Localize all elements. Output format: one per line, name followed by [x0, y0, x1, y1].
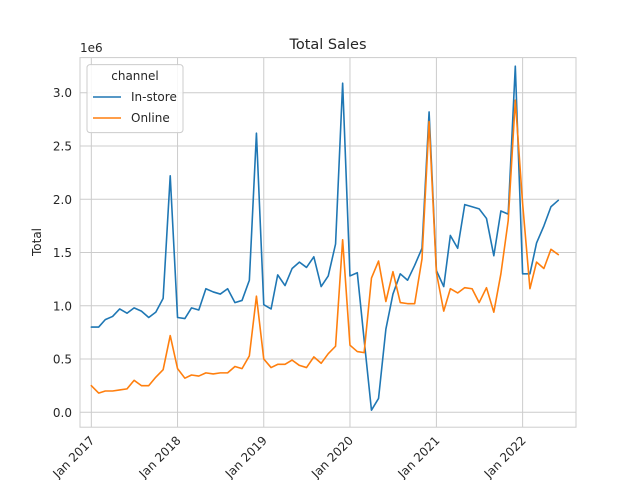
x-tick-label: Jan 2018 — [136, 433, 184, 480]
y-offset-label: 1e6 — [80, 41, 103, 55]
y-tick-label: 3.0 — [53, 86, 72, 100]
x-tick-label: Jan 2019 — [222, 433, 270, 480]
line-layer — [90, 65, 560, 411]
y-tick-label: 1.5 — [53, 246, 72, 260]
chart-title: Total Sales — [288, 37, 366, 53]
y-tick-label: 0.5 — [53, 353, 72, 367]
series-line-online — [90, 99, 560, 394]
x-tick-label: Jan 2021 — [395, 433, 443, 480]
x-tick-label: Jan 2017 — [49, 433, 97, 480]
x-tick-label: Jan 2020 — [308, 433, 356, 480]
legend: channel In-store Online — [86, 64, 184, 134]
x-tick-label: Jan 2022 — [481, 433, 529, 480]
y-tick-label: 0.0 — [53, 406, 72, 420]
y-ticks: 0.0 0.5 1.0 1.5 2.0 2.5 3.0 — [53, 86, 72, 420]
legend-box — [86, 64, 184, 134]
plot-frame — [79, 57, 577, 428]
x-ticks: Jan 2017 Jan 2018 Jan 2019 Jan 2020 Jan 2021… — [49, 433, 529, 481]
y-tick-label: 1.0 — [53, 299, 72, 313]
y-tick-label: 2.0 — [53, 193, 72, 207]
legend-title: channel — [111, 69, 158, 83]
legend-label-online: Online — [131, 111, 170, 125]
series-line-in-store — [90, 65, 560, 411]
y-axis-label: Total — [30, 228, 44, 257]
legend-label-in-store: In-store — [131, 90, 177, 104]
y-tick-label: 2.5 — [53, 140, 72, 154]
